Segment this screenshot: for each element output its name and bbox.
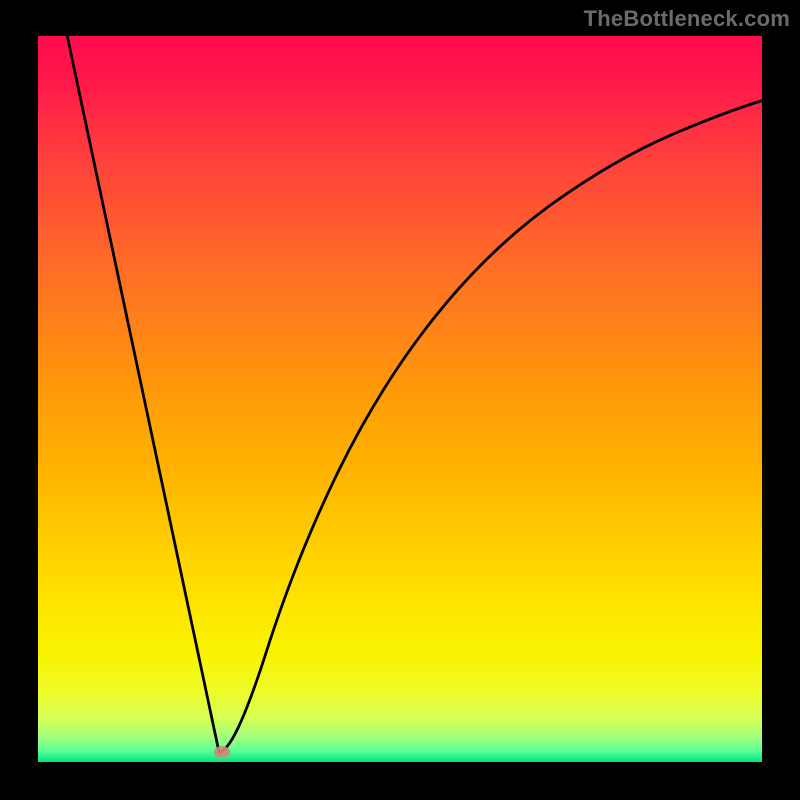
gradient-background bbox=[38, 36, 762, 762]
watermark-text: TheBottleneck.com bbox=[584, 6, 790, 32]
chart-container: TheBottleneck.com bbox=[0, 0, 800, 800]
plot-area bbox=[38, 36, 762, 762]
